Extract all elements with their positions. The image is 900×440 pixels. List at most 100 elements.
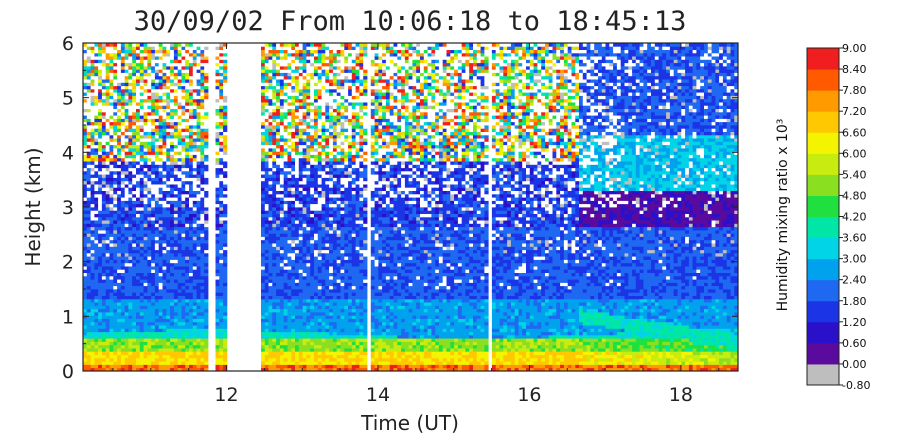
heatmap-cell [306,203,311,208]
heatmap-cell [268,207,273,211]
heatmap-cell [295,318,300,323]
heatmap-cell [295,252,300,257]
heatmap-cell [276,348,281,352]
heatmap-cell [287,325,292,329]
heatmap-cell [90,233,95,237]
heatmap-cell [283,233,288,237]
heatmap-cell [298,207,303,211]
heatmap-cell [86,321,91,326]
heatmap-cell [109,46,114,50]
heatmap-cell [196,308,201,313]
heatmap-cell [276,341,281,346]
heatmap-cell [98,341,103,346]
heatmap-cell [158,52,163,57]
heatmap-cell [287,79,292,83]
heatmap-cell [154,210,160,214]
heatmap-cell [86,180,91,185]
heatmap-cell [170,213,175,218]
heatmap-cell [173,213,179,218]
heatmap-cell [268,223,273,228]
heatmap-cell [189,148,194,152]
heatmap-cell [166,125,171,129]
heatmap-cell [151,134,156,139]
heatmap-cell [120,59,126,64]
heatmap-cell [204,328,209,333]
heatmap-cell [200,302,205,306]
heatmap-cell [132,92,137,96]
heatmap-cell [120,269,126,273]
heatmap-cell [291,305,296,310]
heatmap-cell [192,141,197,146]
heatmap-cell [173,305,179,310]
heatmap-cell [101,95,107,100]
heatmap-cell [298,157,303,162]
heatmap-cell [124,138,129,142]
heatmap-cell [302,157,307,162]
heatmap-cell [173,246,179,251]
heatmap-cell [139,108,144,113]
heatmap-cell [83,338,88,342]
heatmap-cell [147,144,152,149]
heatmap-cell [170,210,175,214]
heatmap-cell [261,279,266,283]
heatmap-cell [173,52,179,57]
heatmap-cell [276,325,281,329]
heatmap-cell [196,282,201,287]
heatmap-cell [261,75,266,80]
heatmap-cell [264,210,269,214]
heatmap-cell [143,328,148,333]
heatmap-cell [143,266,148,270]
heatmap-cell [306,79,311,83]
heatmap-cell [117,334,122,339]
heatmap-cell [143,138,148,142]
heatmap-cell [291,148,296,152]
heatmap-cell [94,82,99,87]
heatmap-cell [113,203,118,208]
heatmap-cell [147,111,152,116]
heatmap-cell [162,252,167,257]
heatmap-cell [298,344,303,349]
heatmap-cell [124,213,129,218]
heatmap-cell [128,325,133,329]
heatmap-cell [132,325,137,329]
heatmap-cell [219,52,224,57]
heatmap-cell [261,98,266,103]
heatmap-cell [204,190,209,195]
heatmap-cell [287,220,292,224]
heatmap-cell [177,302,182,306]
heatmap-cell [101,88,107,93]
heatmap-cell [109,75,114,80]
heatmap-cell [291,134,296,139]
heatmap-cell [90,184,95,188]
heatmap-cell [128,193,133,198]
heatmap-cell [295,131,300,136]
heatmap-cell [132,69,137,73]
heatmap-cell [261,302,266,306]
heatmap-cell [264,295,269,300]
heatmap-cell [109,62,114,67]
heatmap-cell [124,210,129,214]
heatmap-cell [189,69,194,73]
heatmap-cell [306,184,311,188]
heatmap-cell [147,216,152,221]
heatmap-cell [170,92,175,96]
heatmap-cell [196,216,201,221]
heatmap-cell [215,111,220,116]
heatmap-cell [113,72,118,77]
heatmap-cell [283,308,288,313]
heatmap-cell [90,252,95,257]
heatmap-cell [117,210,122,214]
heatmap-cell [113,341,118,346]
heatmap-cell [295,354,300,359]
heatmap-cell [128,131,133,136]
heatmap-cell [223,249,228,254]
heatmap-cell [132,354,137,359]
heatmap-cell [132,334,137,339]
heatmap-cell [132,252,137,257]
heatmap-cell [173,341,179,346]
heatmap-cell [90,236,95,241]
heatmap-cell [268,82,273,87]
heatmap-cell [291,298,296,303]
heatmap-cell [279,92,285,96]
heatmap-cell [117,115,122,119]
